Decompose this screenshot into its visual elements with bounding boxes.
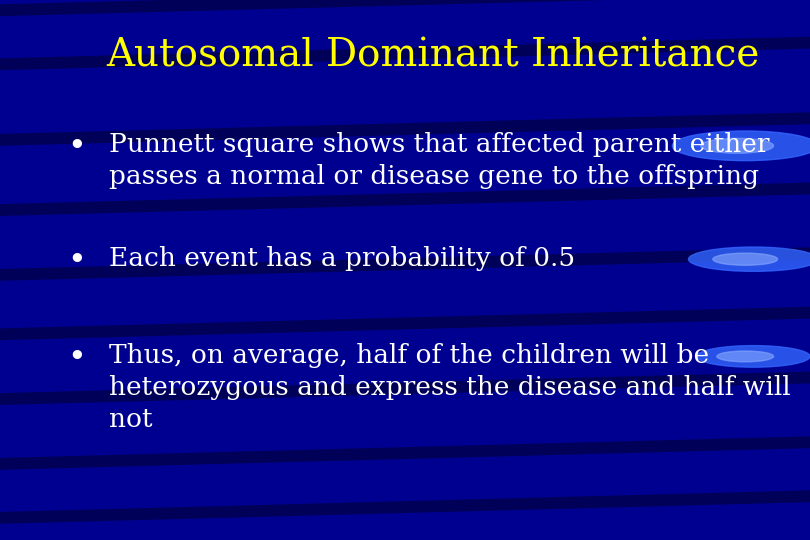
Polygon shape bbox=[0, 37, 810, 70]
Polygon shape bbox=[0, 112, 810, 146]
Text: Thus, on average, half of the children will be
heterozygous and express the dise: Thus, on average, half of the children w… bbox=[109, 343, 791, 432]
Text: Autosomal Dominant Inheritance: Autosomal Dominant Inheritance bbox=[107, 38, 760, 75]
Text: •: • bbox=[67, 343, 87, 374]
Polygon shape bbox=[0, 183, 810, 216]
Text: •: • bbox=[67, 132, 87, 163]
Polygon shape bbox=[0, 490, 810, 524]
Text: Each event has a probability of 0.5: Each event has a probability of 0.5 bbox=[109, 246, 575, 271]
Ellipse shape bbox=[672, 131, 810, 161]
Ellipse shape bbox=[701, 138, 774, 153]
Polygon shape bbox=[0, 307, 810, 340]
Polygon shape bbox=[0, 0, 810, 16]
Ellipse shape bbox=[713, 253, 778, 265]
Text: •: • bbox=[67, 246, 87, 276]
Ellipse shape bbox=[697, 346, 810, 367]
Polygon shape bbox=[0, 247, 810, 281]
Ellipse shape bbox=[688, 247, 810, 271]
Polygon shape bbox=[0, 372, 810, 405]
Ellipse shape bbox=[717, 351, 774, 362]
Text: Punnett square shows that affected parent either
passes a normal or disease gene: Punnett square shows that affected paren… bbox=[109, 132, 770, 190]
Polygon shape bbox=[0, 436, 810, 470]
